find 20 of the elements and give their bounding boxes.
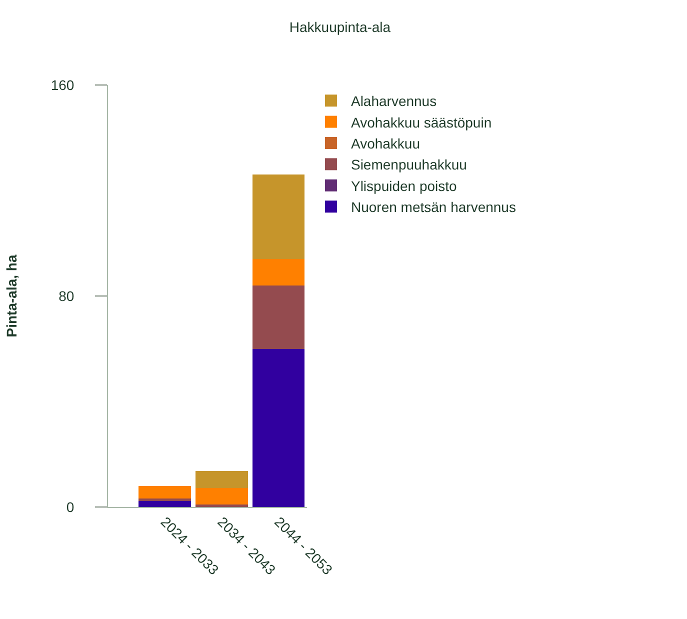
y-tick-label: 160 xyxy=(50,76,74,93)
bar xyxy=(196,504,248,507)
legend-label: Avohakkuu säästöpuin xyxy=(350,114,492,130)
legend-label: Nuoren metsän harvennus xyxy=(350,199,516,216)
y-tick-label: 80 xyxy=(58,288,74,304)
y-tick-label: 0 xyxy=(66,498,74,515)
legend-label: Siemenpuuhakkuu xyxy=(350,156,467,173)
bar xyxy=(252,285,305,349)
text: Hakkuupinta-ala xyxy=(289,18,391,35)
bar xyxy=(252,174,305,260)
y-axis-title: Pinta-ala, ha xyxy=(3,254,20,338)
legend-label: Avohakkuu xyxy=(350,135,420,152)
bar xyxy=(138,500,192,507)
bar xyxy=(196,488,248,504)
bar xyxy=(196,471,248,488)
legend-label: Ylispuiden poisto xyxy=(350,178,458,194)
bar xyxy=(138,486,192,499)
bar xyxy=(252,259,305,286)
bar xyxy=(252,348,305,507)
legend-label: Alaharvennus xyxy=(350,93,437,110)
